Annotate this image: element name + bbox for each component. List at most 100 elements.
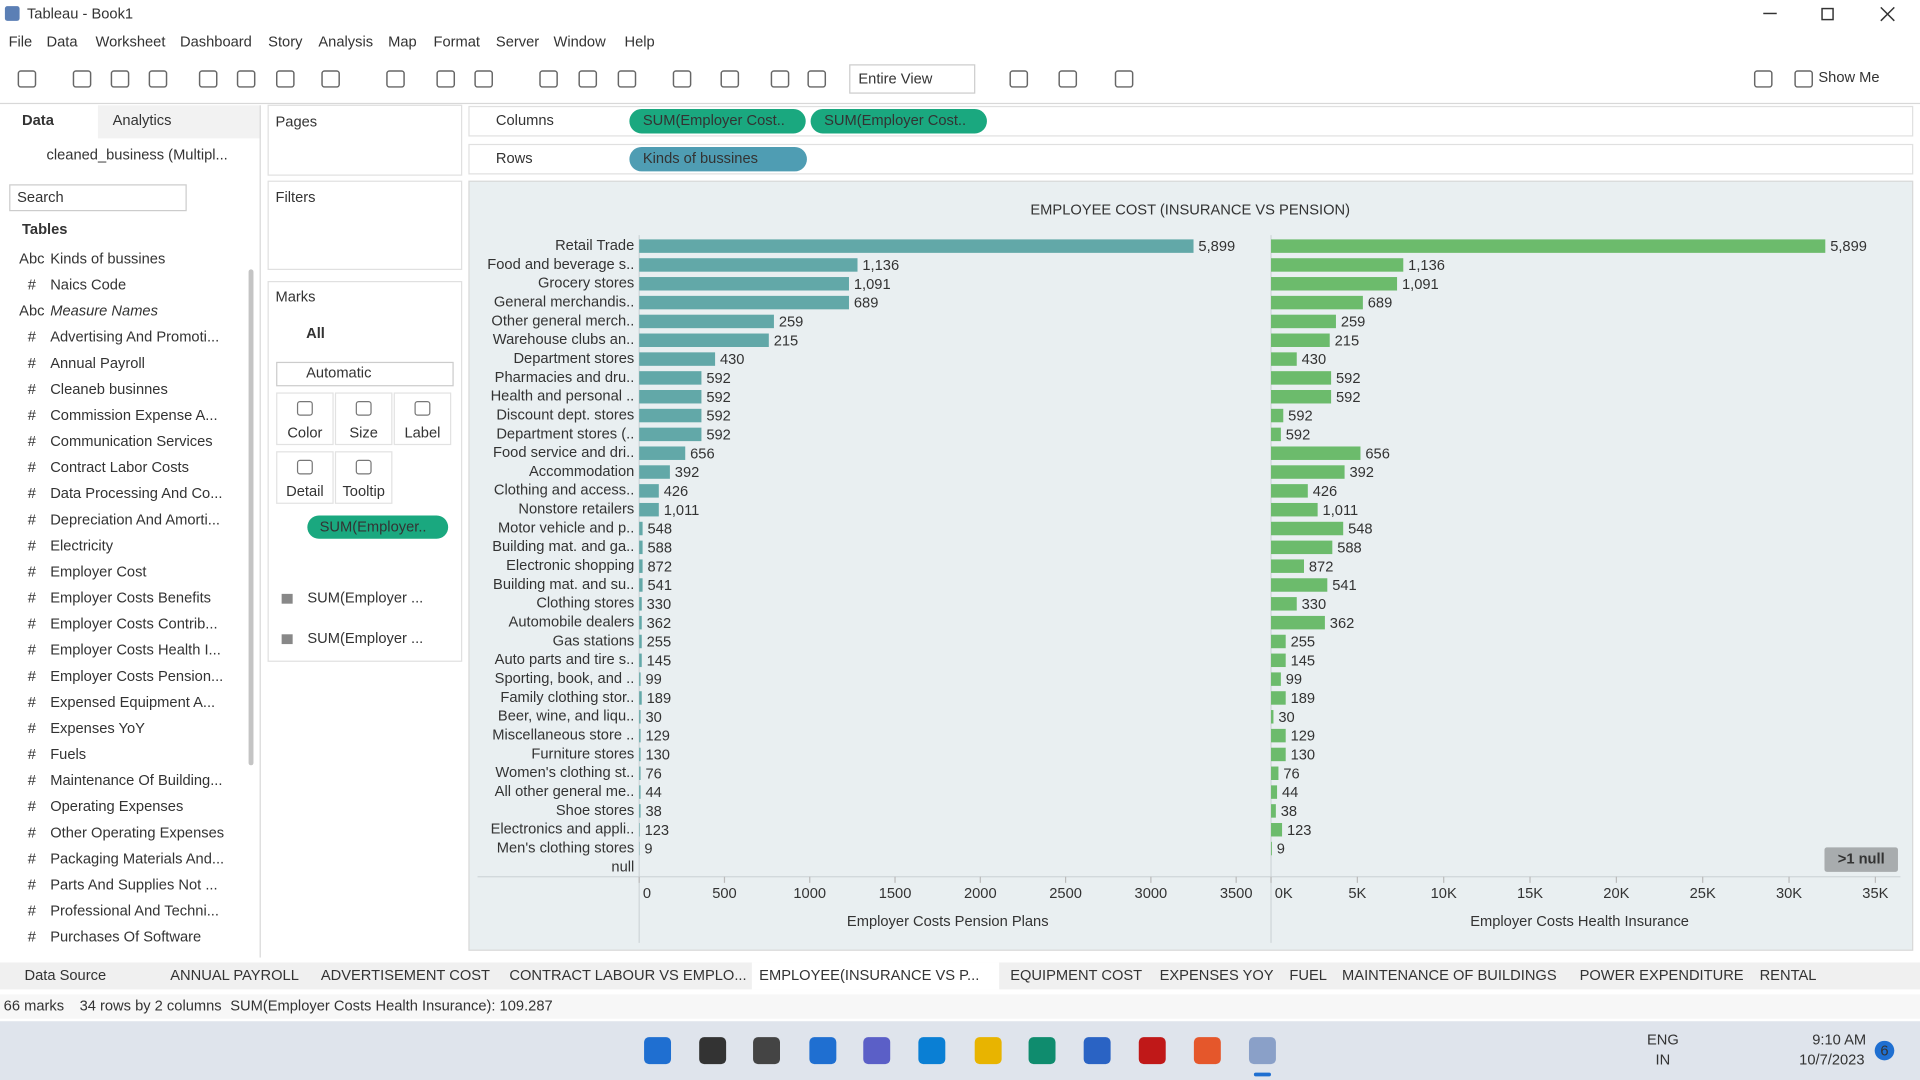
language[interactable]: ENG xyxy=(1647,1033,1679,1049)
measure-name[interactable]: SUM(Employer ... xyxy=(307,591,423,607)
toolbar-icon[interactable] xyxy=(720,70,740,88)
field-name[interactable]: Annual Payroll xyxy=(50,356,145,372)
toolbar-icon[interactable] xyxy=(672,70,692,88)
sheet-tab[interactable]: ADVERTISEMENT COST xyxy=(321,968,490,984)
sheet-tab[interactable]: POWER EXPENDITURE xyxy=(1580,968,1744,984)
field-name[interactable]: Fuels xyxy=(50,747,86,763)
label-pill-text[interactable]: SUM(Employer.. xyxy=(320,520,427,536)
field-name[interactable]: Employer Costs Benefits xyxy=(50,591,211,607)
view-mode-dropdown[interactable] xyxy=(849,64,976,94)
column-pill-text[interactable]: SUM(Employer Cost.. xyxy=(643,113,785,129)
marks-button-label[interactable]: Size xyxy=(349,425,378,441)
toolbar-icon[interactable] xyxy=(1753,70,1773,88)
taskbar-icon[interactable] xyxy=(699,1037,727,1065)
field-name[interactable]: Expensed Equipment A... xyxy=(50,695,215,711)
menu-item[interactable]: Analysis xyxy=(318,35,373,51)
menu-item[interactable]: Format xyxy=(433,35,480,51)
sheet-tab[interactable]: MAINTENANCE OF BUILDINGS xyxy=(1342,968,1557,984)
taskbar-icon[interactable] xyxy=(753,1037,780,1065)
clock-time[interactable]: 9:10 AM xyxy=(1812,1033,1866,1049)
search-placeholder[interactable]: Search xyxy=(17,190,64,206)
mark-type[interactable]: Automatic xyxy=(306,365,371,381)
row-pill-text[interactable]: Kinds of bussines xyxy=(643,151,758,167)
menu-item[interactable]: Data xyxy=(47,35,79,51)
field-name[interactable]: Advertising And Promoti... xyxy=(50,330,219,346)
toolbar-icon[interactable] xyxy=(1058,70,1078,88)
field-name[interactable]: Contract Labor Costs xyxy=(50,460,189,476)
field-name[interactable]: Employer Costs Contrib... xyxy=(50,617,217,633)
field-name[interactable]: Depreciation And Amorti... xyxy=(50,512,220,528)
field-name[interactable]: Professional And Techni... xyxy=(50,904,219,920)
taskbar-icon[interactable] xyxy=(918,1037,946,1065)
toolbar-icon[interactable] xyxy=(1114,70,1134,88)
menu-item[interactable]: Help xyxy=(624,35,654,51)
restore[interactable] xyxy=(1821,7,1834,21)
sheet-tab[interactable]: EMPLOYEE(INSURANCE VS P... xyxy=(759,968,979,984)
toolbar-icon[interactable] xyxy=(276,70,295,88)
analytics-tab[interactable] xyxy=(97,105,261,139)
toolbar-icon[interactable] xyxy=(321,70,340,88)
marks-button-label[interactable]: Color xyxy=(287,425,322,441)
toolbar-icon[interactable] xyxy=(770,70,790,88)
region[interactable]: IN xyxy=(1656,1052,1671,1068)
field-name[interactable]: Communication Services xyxy=(50,434,212,450)
field-name[interactable]: Commission Expense A... xyxy=(50,408,217,424)
null-indicator-bg[interactable] xyxy=(1824,847,1898,872)
toolbar-icon[interactable] xyxy=(110,70,130,88)
show-me[interactable]: Show Me xyxy=(1818,70,1879,86)
toolbar-icon[interactable] xyxy=(1009,70,1029,88)
data-source[interactable]: cleaned_business (Multipl... xyxy=(47,147,228,163)
field-name[interactable]: Packaging Materials And... xyxy=(50,851,224,867)
taskbar-icon[interactable] xyxy=(863,1037,891,1065)
field-name[interactable]: Measure Names xyxy=(50,304,158,320)
toolbar-icon[interactable] xyxy=(1794,70,1813,88)
notification-badge[interactable] xyxy=(1874,1040,1895,1061)
taskbar-icon[interactable] xyxy=(1028,1037,1056,1065)
toolbar-icon[interactable] xyxy=(436,70,456,88)
toolbar-icon[interactable] xyxy=(148,70,168,88)
sheet-tab[interactable]: EXPENSES YOY xyxy=(1160,968,1274,984)
menu-item[interactable]: Map xyxy=(388,35,417,51)
field-name[interactable]: Employer Costs Health I... xyxy=(50,643,221,659)
data-tab[interactable] xyxy=(0,105,98,139)
toolbar-icon[interactable] xyxy=(539,70,558,88)
sheet-tab[interactable]: ANNUAL PAYROLL xyxy=(170,968,299,984)
menu-item[interactable]: Window xyxy=(553,35,606,51)
menu-item[interactable]: File xyxy=(9,35,33,51)
field-name[interactable]: Naics Code xyxy=(50,278,126,294)
sheet-tab[interactable]: RENTAL xyxy=(1760,968,1817,984)
menu-item[interactable]: Dashboard xyxy=(180,35,252,51)
taskbar-icon[interactable] xyxy=(1138,1037,1166,1065)
toolbar-icon[interactable] xyxy=(17,70,37,88)
row-pill[interactable] xyxy=(629,146,807,172)
taskbar-icon[interactable] xyxy=(974,1037,1002,1065)
null-indicator[interactable]: >1 null xyxy=(1838,851,1885,867)
field-name[interactable]: Purchases Of Software xyxy=(50,930,201,946)
marks-button-label[interactable]: Detail xyxy=(286,484,324,500)
field-name[interactable]: Kinds of bussines xyxy=(50,251,165,267)
label-pill[interactable] xyxy=(307,515,449,539)
pane-tab[interactable]: Data xyxy=(22,113,55,129)
toolbar-icon[interactable] xyxy=(617,70,637,88)
field-name[interactable]: Cleaneb businnes xyxy=(50,382,168,398)
mark-type-dropdown[interactable] xyxy=(276,361,454,387)
toolbar-icon[interactable] xyxy=(198,70,218,88)
menu-item[interactable]: Story xyxy=(268,35,303,51)
toolbar-icon[interactable] xyxy=(807,70,827,88)
column-pill[interactable] xyxy=(629,108,806,134)
view-mode[interactable]: Entire View xyxy=(858,71,932,87)
field-name[interactable]: Data Processing And Co... xyxy=(50,486,222,502)
field-name[interactable]: Parts And Supplies Not ... xyxy=(50,877,217,893)
field-name[interactable]: Employer Costs Pension... xyxy=(50,669,223,685)
notification-count[interactable]: 6 xyxy=(1880,1044,1888,1060)
toolbar-icon[interactable] xyxy=(236,70,256,88)
search-box[interactable] xyxy=(9,184,187,212)
clock-date[interactable]: 10/7/2023 xyxy=(1799,1052,1864,1068)
field-name[interactable]: Maintenance Of Building... xyxy=(50,773,222,789)
toolbar-icon[interactable] xyxy=(72,70,92,88)
taskbar-icon[interactable] xyxy=(1193,1037,1221,1065)
marks-button-label[interactable]: Tooltip xyxy=(342,484,384,500)
field-name[interactable]: Employer Cost xyxy=(50,564,146,580)
toolbar-icon[interactable] xyxy=(474,70,493,88)
active-sheet-tab[interactable] xyxy=(751,962,1000,990)
